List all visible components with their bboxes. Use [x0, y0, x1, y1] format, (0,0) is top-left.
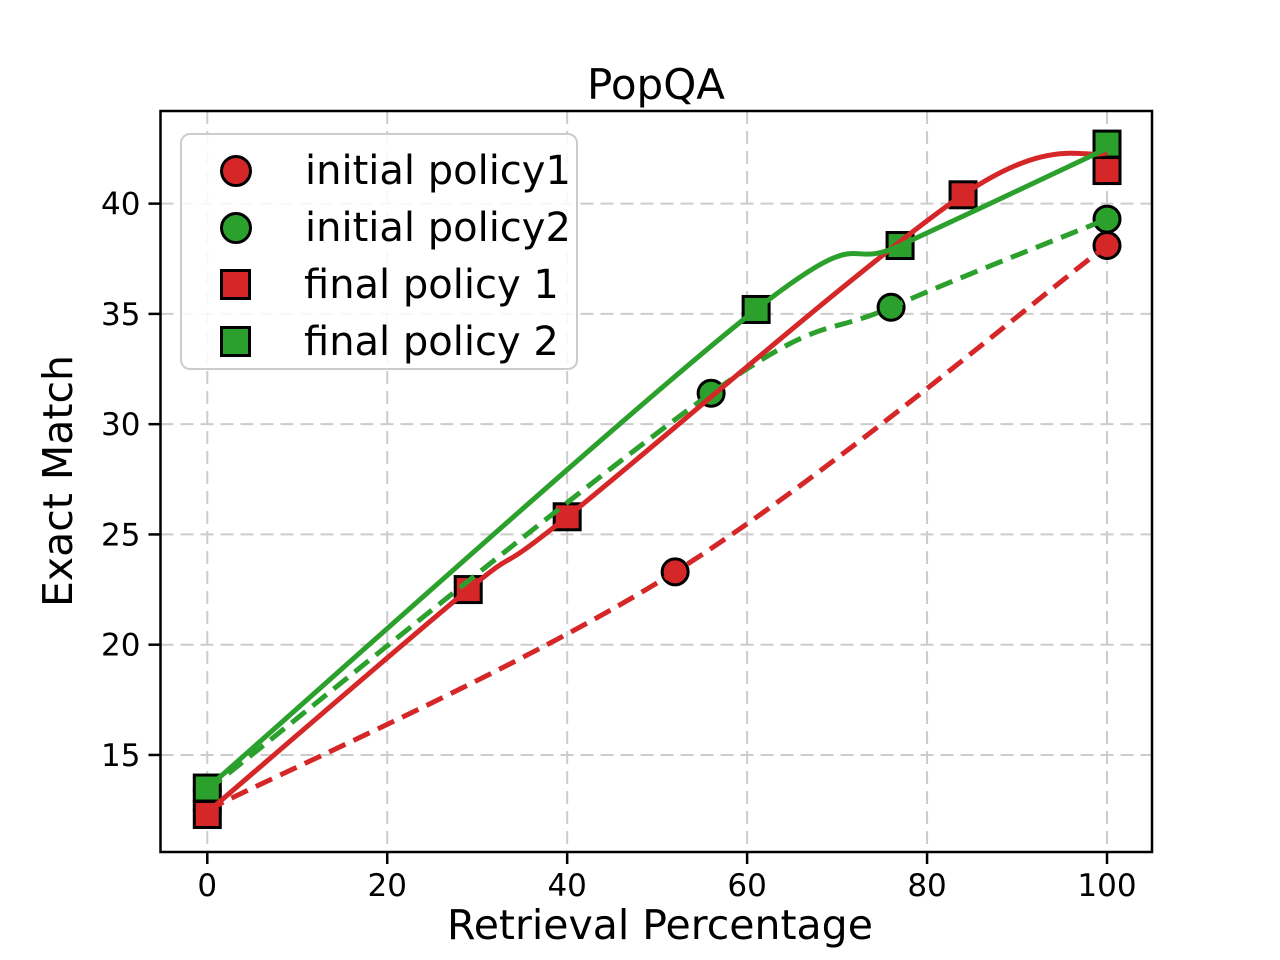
y-tick-label: 25: [101, 517, 140, 553]
x-tick-label: 0: [197, 868, 217, 904]
x-axis-label: Retrieval Percentage: [447, 901, 873, 949]
x-tick-label: 20: [368, 868, 407, 904]
x-tick-label: 60: [727, 868, 766, 904]
chart-title: PopQA: [587, 60, 725, 109]
legend: initial policy1 initial policy2 final poli…: [180, 133, 578, 370]
y-tick-label: 30: [101, 407, 140, 443]
legend-label: initial policy1: [305, 147, 571, 194]
y-axis-label: Exact Match: [34, 354, 82, 608]
legend-circle-marker-icon: [220, 154, 252, 187]
series-line: [206, 243, 1109, 813]
x-tick-label: 40: [547, 868, 586, 904]
x-tick-label: 80: [907, 868, 946, 904]
legend-item: initial policy1: [182, 142, 576, 199]
legend-item: initial policy2: [182, 199, 576, 256]
legend-circle-marker-icon: [220, 211, 252, 244]
data-point-circle: [1092, 204, 1122, 234]
legend-square-marker-icon: [220, 269, 251, 300]
series-line: [205, 146, 1109, 790]
y-tick-label: 15: [101, 738, 140, 774]
series-line: [205, 150, 1108, 815]
y-tick-label: 20: [101, 628, 140, 664]
legend-item: final policy 1: [182, 256, 576, 313]
y-tick-label: 35: [101, 297, 140, 333]
axes-spines: [159, 109, 1154, 854]
y-tick-label: 40: [101, 187, 140, 223]
legend-label: final policy 1: [304, 261, 559, 308]
legend-item: final policy 2: [182, 313, 576, 370]
legend-label: final policy 2: [304, 318, 559, 365]
legend-label: initial policy2: [305, 204, 571, 251]
x-tick-label: 100: [1077, 868, 1136, 904]
data-point-square: [1092, 156, 1122, 186]
series-line: [205, 216, 1108, 793]
legend-square-marker-icon: [220, 326, 251, 357]
